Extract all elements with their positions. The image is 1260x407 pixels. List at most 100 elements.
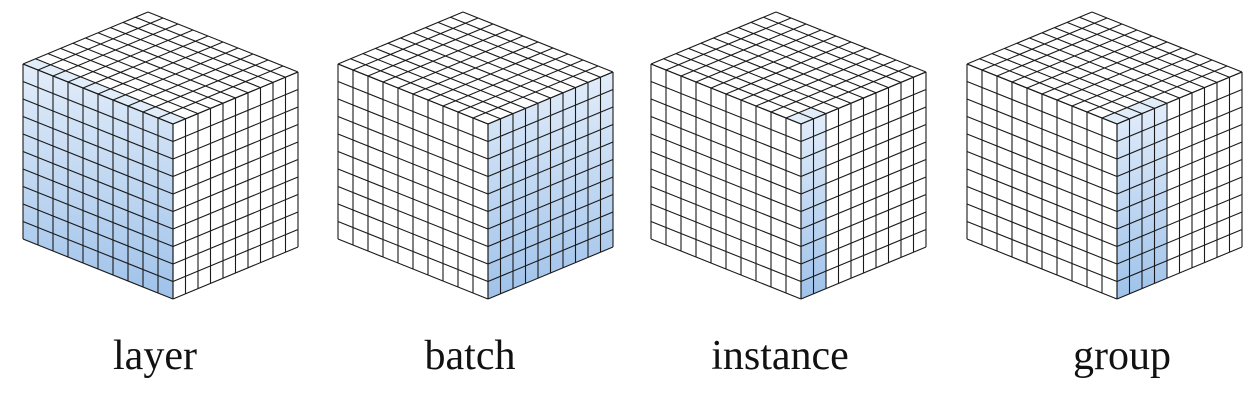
grid-line bbox=[135, 16, 286, 78]
grid-line bbox=[427, 47, 554, 101]
grid-line bbox=[400, 37, 551, 99]
grid-line bbox=[1116, 158, 1243, 213]
grid-line bbox=[425, 27, 576, 89]
label-batch: batch bbox=[424, 333, 516, 379]
grid-line bbox=[147, 11, 299, 73]
label-instance: instance bbox=[711, 333, 849, 379]
grid-line bbox=[487, 228, 614, 283]
grid-line bbox=[1116, 211, 1243, 265]
grid-line bbox=[1116, 246, 1243, 300]
grid-line bbox=[763, 16, 914, 78]
grid-line bbox=[750, 21, 902, 83]
grid-line bbox=[650, 203, 802, 265]
grid-line bbox=[472, 65, 599, 119]
grid-line bbox=[337, 185, 489, 248]
grid-line bbox=[1029, 37, 1180, 99]
cube-group bbox=[966, 11, 1243, 300]
grid-line bbox=[800, 193, 927, 248]
grid-line bbox=[337, 220, 489, 283]
grid-line bbox=[450, 16, 601, 78]
grid-line bbox=[487, 246, 614, 300]
grid-line bbox=[22, 238, 174, 300]
grid-line bbox=[966, 150, 1118, 213]
grid-line bbox=[1066, 21, 1218, 83]
grid-line bbox=[112, 47, 239, 101]
grid-line bbox=[22, 220, 174, 283]
grid-line bbox=[800, 71, 927, 125]
grid-line bbox=[1054, 27, 1205, 89]
grid-line bbox=[22, 168, 174, 230]
grid-line bbox=[337, 238, 489, 300]
grid-line bbox=[337, 168, 489, 230]
grid-line bbox=[1086, 59, 1213, 113]
grid-line bbox=[487, 193, 614, 248]
grid-line bbox=[1056, 47, 1183, 101]
grid-line bbox=[800, 246, 927, 300]
grid-line bbox=[412, 32, 564, 94]
grid-line bbox=[157, 65, 284, 119]
grid-line bbox=[755, 53, 882, 107]
grid-line bbox=[22, 185, 174, 248]
grid-line bbox=[800, 176, 927, 230]
grid-line bbox=[800, 228, 927, 283]
grid-line bbox=[966, 168, 1118, 230]
grid-line bbox=[1079, 16, 1230, 78]
label-group: group bbox=[1073, 333, 1171, 379]
grid-line bbox=[122, 21, 274, 83]
grid-line bbox=[172, 158, 299, 213]
grid-line bbox=[337, 203, 489, 265]
grid-line bbox=[650, 220, 802, 283]
grid-line bbox=[172, 211, 299, 265]
grid-line bbox=[738, 27, 889, 89]
grid-line bbox=[172, 71, 299, 125]
grid-line bbox=[127, 53, 254, 107]
grid-line bbox=[85, 37, 236, 99]
grid-line bbox=[1101, 65, 1228, 119]
cube-batch bbox=[337, 11, 614, 300]
grid-line bbox=[22, 150, 174, 213]
grid-line bbox=[966, 203, 1118, 265]
grid-line bbox=[487, 158, 614, 213]
grid-line bbox=[800, 211, 927, 265]
grid-line bbox=[462, 11, 614, 73]
grid-line bbox=[966, 238, 1118, 300]
cube-instance bbox=[650, 11, 927, 300]
cube-layer bbox=[22, 11, 299, 300]
grid-line bbox=[650, 238, 802, 300]
grid-line bbox=[337, 150, 489, 213]
grid-line bbox=[1116, 228, 1243, 283]
grid-line bbox=[172, 246, 299, 300]
grid-line bbox=[1041, 32, 1193, 94]
grid-line bbox=[22, 203, 174, 265]
grid-line bbox=[800, 158, 927, 213]
grid-line bbox=[110, 27, 261, 89]
grid-line bbox=[725, 32, 877, 94]
grid-line bbox=[650, 150, 802, 213]
grid-line bbox=[487, 211, 614, 265]
grid-line bbox=[770, 59, 897, 113]
grid-line bbox=[142, 59, 269, 113]
grid-line bbox=[487, 176, 614, 230]
grid-line bbox=[1116, 193, 1243, 248]
grid-line bbox=[1116, 176, 1243, 230]
grid-line bbox=[442, 53, 569, 107]
grid-line bbox=[650, 168, 802, 230]
grid-line bbox=[713, 37, 864, 99]
grid-line bbox=[775, 11, 927, 73]
grid-line bbox=[172, 176, 299, 230]
grid-line bbox=[172, 193, 299, 248]
label-layer: layer bbox=[113, 333, 197, 379]
grid-line bbox=[650, 185, 802, 248]
grid-line bbox=[1071, 53, 1198, 107]
grid-line bbox=[172, 228, 299, 283]
grid-line bbox=[785, 65, 912, 119]
grid-line bbox=[740, 47, 867, 101]
grid-line bbox=[1091, 11, 1243, 73]
grid-line bbox=[966, 185, 1118, 248]
grid-line bbox=[97, 32, 249, 94]
grid-line bbox=[437, 21, 589, 83]
grid-line bbox=[1116, 71, 1243, 125]
grid-line bbox=[487, 71, 614, 125]
grid-line bbox=[966, 220, 1118, 283]
